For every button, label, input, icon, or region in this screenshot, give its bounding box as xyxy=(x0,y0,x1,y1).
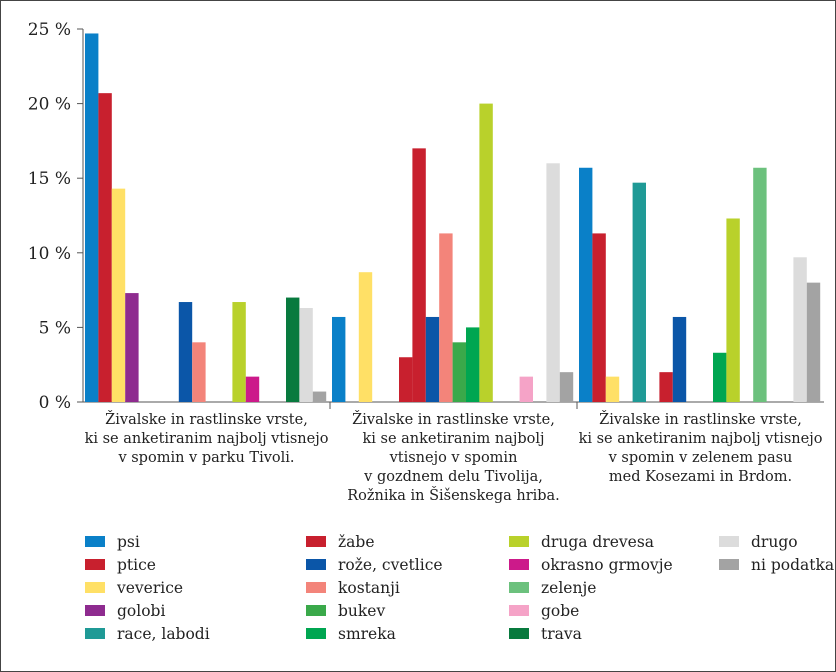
y-tick-label: 5 % xyxy=(39,318,71,338)
bar xyxy=(111,188,126,402)
y-tick-label: 15 % xyxy=(28,169,71,189)
bar xyxy=(806,282,821,402)
legend-label: drugo xyxy=(751,533,798,551)
legend-label: ptice xyxy=(117,556,156,574)
legend-label: psi xyxy=(117,533,140,551)
legend-swatch xyxy=(509,628,529,639)
x-category-label: Živalske in rastlinske vrste, xyxy=(352,410,555,428)
legend-label: golobi xyxy=(117,602,165,620)
legend-swatch xyxy=(85,582,105,593)
legend-label: race, labodi xyxy=(117,625,210,643)
legend-swatch xyxy=(509,559,529,570)
x-category-label: v spomin v zelenem pasu xyxy=(608,450,793,466)
legend-swatch xyxy=(509,605,529,616)
bar xyxy=(592,233,606,402)
legend-swatch xyxy=(85,559,105,570)
legend-swatch xyxy=(85,536,105,547)
bar xyxy=(559,372,574,402)
bar xyxy=(98,93,112,402)
legend-label: smreka xyxy=(338,625,396,643)
bar xyxy=(332,316,346,402)
legend-swatch xyxy=(719,536,739,547)
x-category-label: v gozdnem delu Tivolija, xyxy=(363,469,543,485)
bar xyxy=(178,302,193,402)
bar xyxy=(659,372,673,402)
y-tick-label: 25 % xyxy=(28,20,71,40)
x-category-label: vtisnejo v spomin xyxy=(389,450,518,466)
bar xyxy=(519,376,533,402)
bar xyxy=(546,163,560,402)
legend-label: okrasno grmovje xyxy=(541,556,673,574)
bar xyxy=(412,148,426,402)
legend-label: bukev xyxy=(338,602,385,620)
legend-swatch xyxy=(306,582,326,593)
legend-swatch xyxy=(306,628,326,639)
legend-label: žabe xyxy=(338,533,375,551)
x-category-label: v spomin v parku Tivoli. xyxy=(117,450,294,466)
legend-label: gobe xyxy=(541,602,579,620)
legend-swatch xyxy=(85,605,105,616)
legend-label: zelenje xyxy=(541,579,596,597)
bar xyxy=(286,297,300,402)
bar xyxy=(85,33,99,402)
x-category-label: med Kosezami in Brdom. xyxy=(609,469,792,485)
x-category-label: Živalske in rastlinske vrste, xyxy=(599,410,802,428)
bar xyxy=(439,233,453,402)
bar xyxy=(672,316,687,402)
bar xyxy=(192,342,206,402)
x-category-label: Rožnika in Šišenskega hriba. xyxy=(347,486,560,504)
legend-swatch xyxy=(306,605,326,616)
x-category-label: ki se anketiranim najbolj xyxy=(362,431,544,447)
legend-swatch xyxy=(85,628,105,639)
x-category-label: ki se anketiranim najbolj vtisnejo xyxy=(85,431,329,447)
bar xyxy=(479,103,493,402)
bar xyxy=(425,316,440,402)
legend-label: kostanji xyxy=(338,579,400,597)
bar xyxy=(299,308,313,402)
bar xyxy=(579,167,593,402)
bar xyxy=(358,272,373,402)
y-tick-label: 10 % xyxy=(28,244,71,264)
legend-label: trava xyxy=(541,625,582,643)
bar xyxy=(245,376,260,402)
legend-swatch xyxy=(306,559,326,570)
legend-swatch xyxy=(509,582,529,593)
bar xyxy=(466,327,480,402)
legend-label: ni podatka xyxy=(751,556,834,574)
bar xyxy=(632,182,646,402)
legend-swatch xyxy=(719,559,739,570)
bar xyxy=(605,376,620,402)
legend-swatch xyxy=(509,536,529,547)
legend-label: rože, cvetlice xyxy=(338,556,443,574)
legend-swatch xyxy=(306,536,326,547)
bar xyxy=(713,352,727,402)
bar xyxy=(312,391,327,402)
bar xyxy=(452,342,466,402)
legend-label: veverice xyxy=(116,579,183,597)
legend-label: druga drevesa xyxy=(541,533,654,551)
x-category-label: ki se anketiranim najbolj vtisnejo xyxy=(579,431,823,447)
bar xyxy=(232,302,246,402)
bar xyxy=(125,293,139,402)
bar xyxy=(753,167,767,402)
bar xyxy=(726,218,740,402)
y-tick-label: 0 % xyxy=(39,393,71,413)
bar xyxy=(793,257,807,402)
y-tick-label: 20 % xyxy=(28,95,71,115)
bar xyxy=(399,357,413,402)
x-category-label: Živalske in rastlinske vrste, xyxy=(105,410,308,428)
